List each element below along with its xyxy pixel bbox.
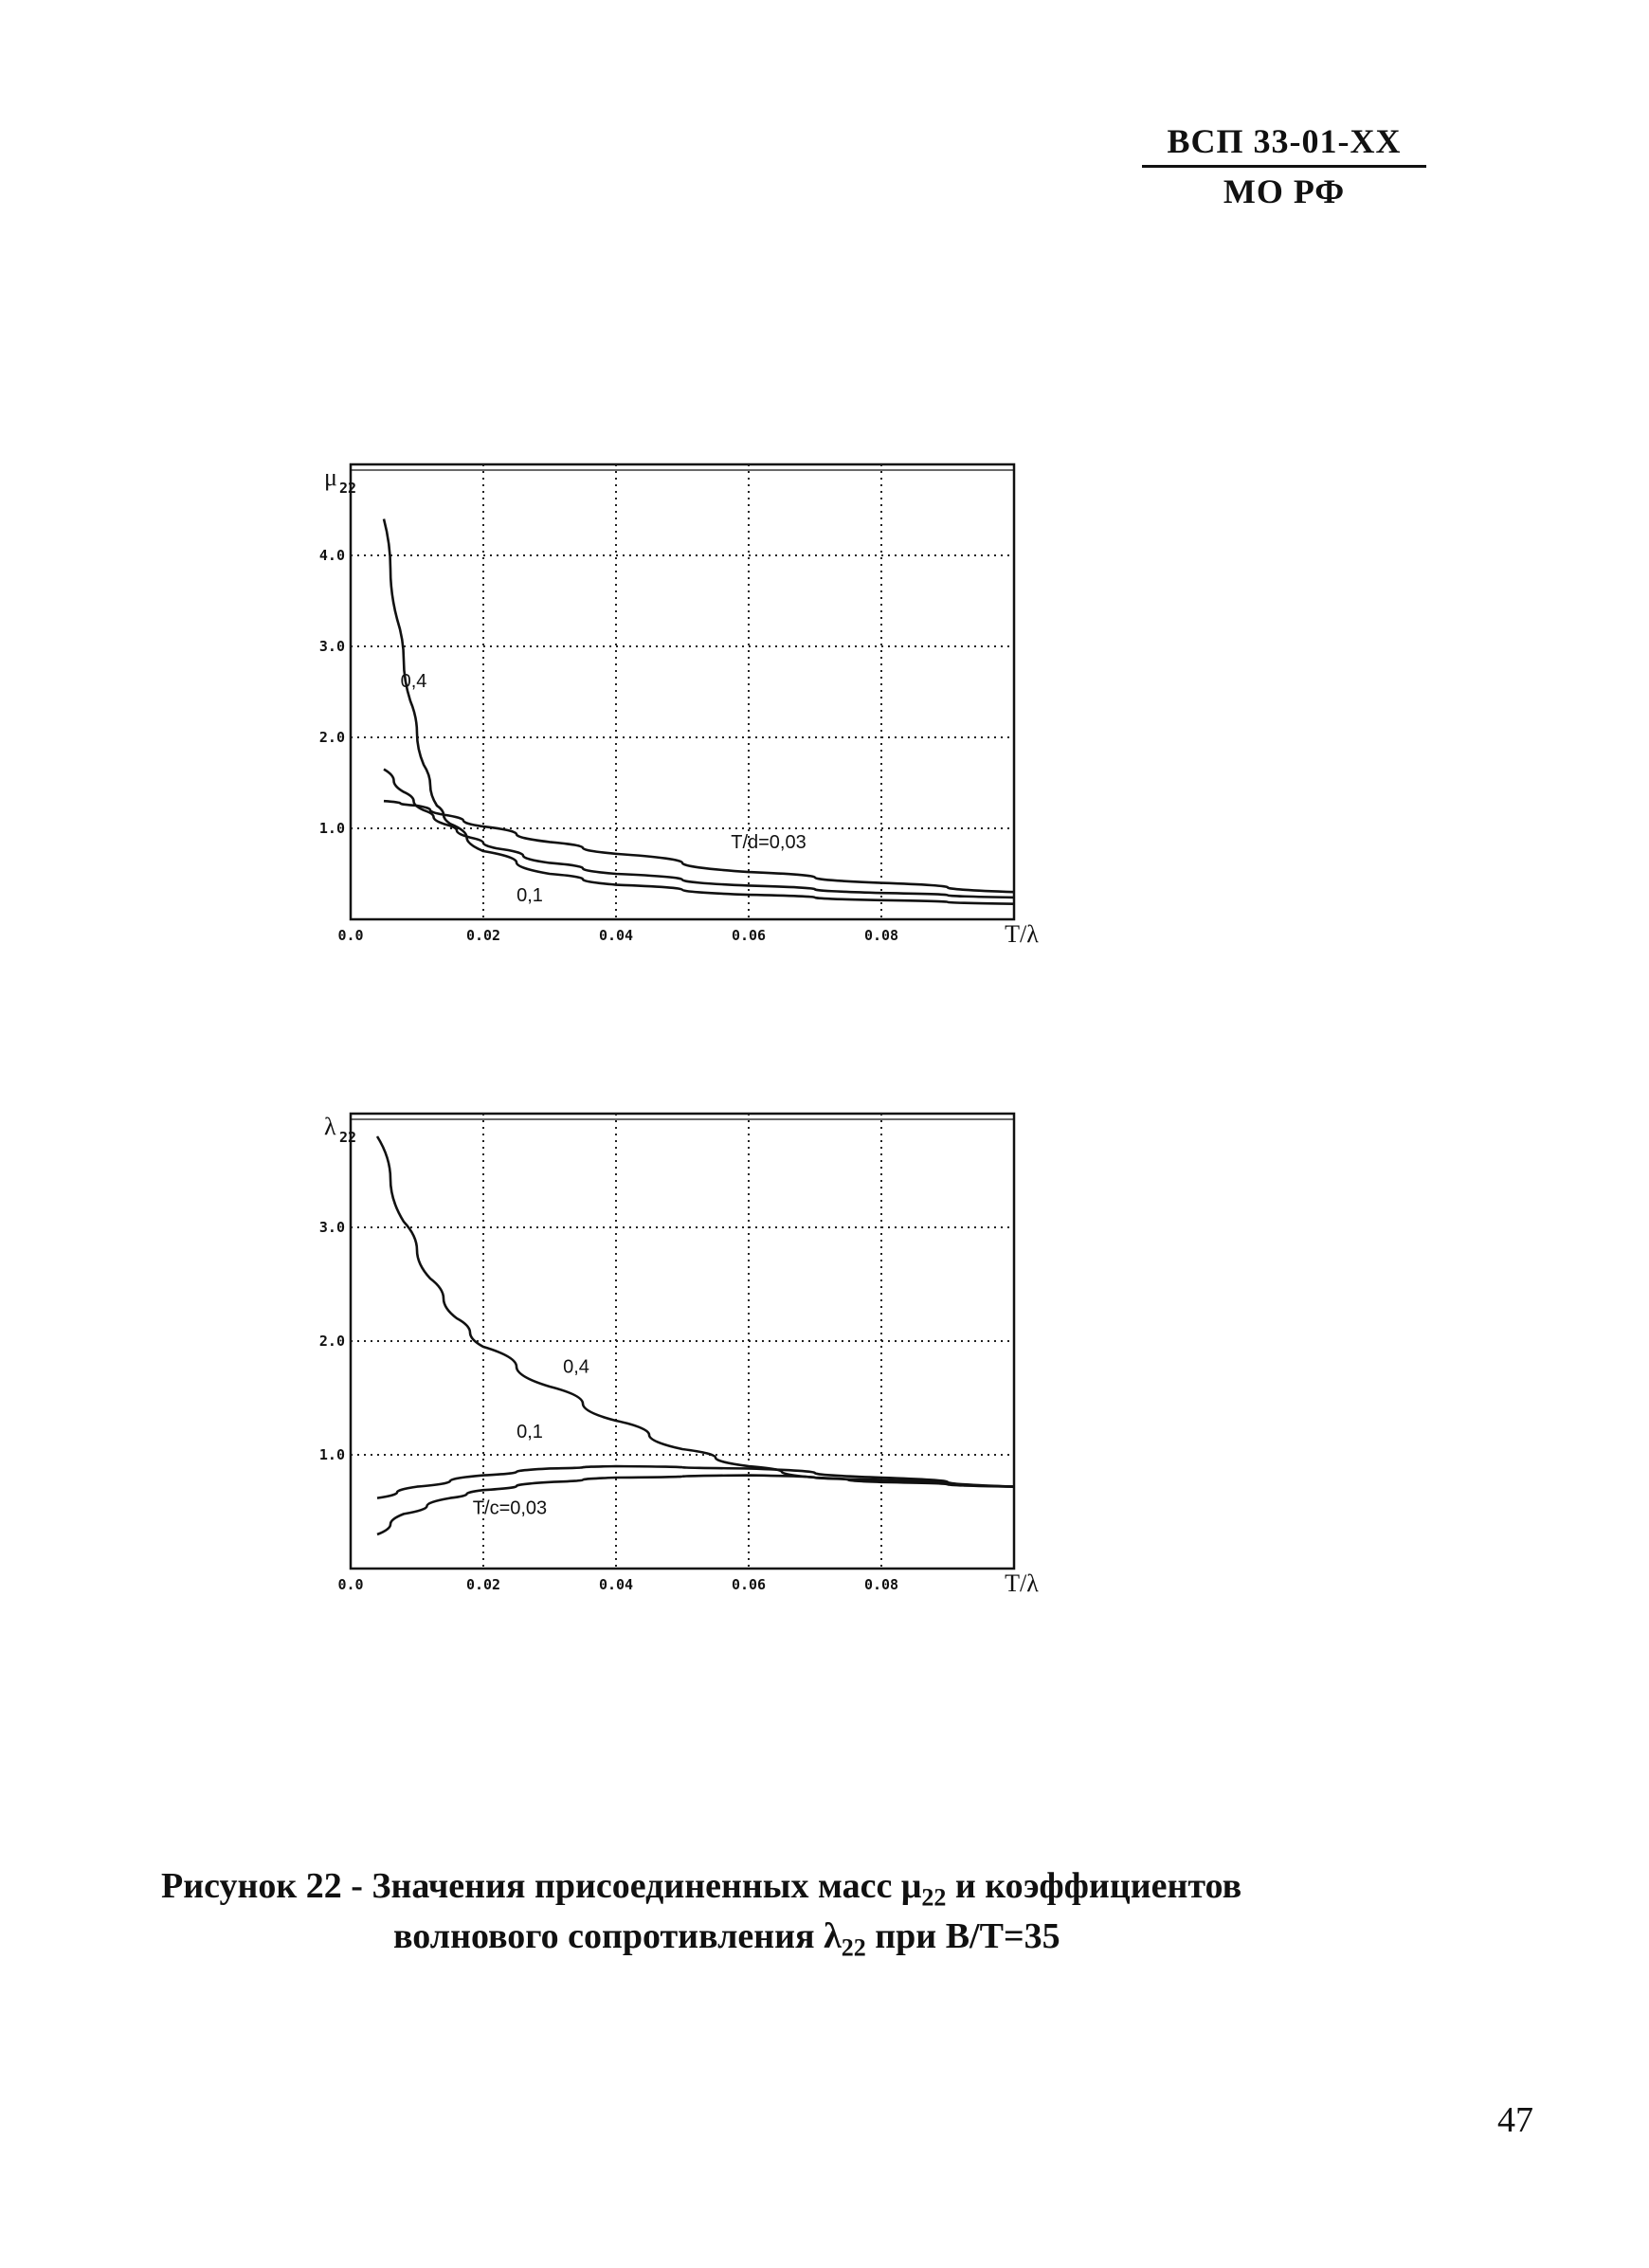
series-line-2: [383, 799, 1015, 894]
caption-sub-1: 22: [921, 1883, 947, 1912]
x-tick-label: 0.02: [466, 1576, 500, 1593]
x-tick-label: 0.0: [337, 1576, 363, 1593]
organization: МО РФ: [1223, 172, 1346, 210]
chart-added-mass-svg: 0.0 0.02 0.04 0.06 0.08 T/λ 1.0 2.0 3.0 4.0 μ 22 0,4…: [319, 463, 1039, 948]
y-tick-label: 1.0: [319, 1446, 345, 1463]
page-number: 47: [1497, 2100, 1533, 2140]
y-tick-label: 3.0: [319, 1219, 345, 1236]
caption-line2-post: при B/T=35: [865, 1915, 1060, 1956]
caption-mid: и коэффициентов: [946, 1866, 1242, 1906]
curve-label: 0,1: [516, 885, 543, 906]
document-code: ВСП 33-01-XX: [1142, 121, 1426, 168]
chart-wave-resistance-svg: 0.0 0.02 0.04 0.06 0.08 T/λ 1.0 2.0 3.0 λ 22 0,4 0,1…: [319, 1112, 1039, 1597]
plot-frame: [349, 463, 1016, 921]
x-tick-label: 0.04: [599, 927, 633, 944]
chart-added-mass: 0.0 0.02 0.04 0.06 0.08 T/λ 1.0 2.0 3.0 4.0 μ 22 0,4…: [313, 445, 1052, 976]
x-tick-label: 0.06: [732, 1576, 766, 1593]
y-tick-label: 2.0: [319, 1333, 345, 1350]
x-axis-label: T/λ: [1005, 1569, 1039, 1597]
caption-prefix: Рисунок 22 - Значения присоединенных мас…: [161, 1866, 922, 1906]
y-axis-label: μ: [324, 463, 337, 491]
x-axis-label: T/λ: [1005, 920, 1039, 948]
document-header: ВСП 33-01-XX МО РФ: [1142, 121, 1426, 211]
y-tick-label: 3.0: [319, 638, 345, 655]
curve-label: 0,4: [401, 671, 427, 692]
y-tick-label: 2.0: [319, 729, 345, 746]
caption-line2-pre: волнового сопротивления λ: [393, 1915, 842, 1956]
curve-label: 0,1: [516, 1422, 543, 1442]
x-tick-label: 0.02: [466, 927, 500, 944]
chart-wave-resistance: 0.0 0.02 0.04 0.06 0.08 T/λ 1.0 2.0 3.0 λ 22 0,4 0,1…: [313, 1095, 1052, 1625]
series-line-2: [376, 1474, 1015, 1536]
curve-label: T/d=0,03: [731, 832, 806, 853]
y-axis-label-sub: 22: [339, 1129, 356, 1146]
y-axis-label-sub: 22: [339, 480, 356, 497]
x-tick-label: 0.04: [599, 1576, 633, 1593]
caption-line-2: волнового сопротивления λ22 при B/T=35: [161, 1917, 1412, 1968]
figure-caption: Рисунок 22 - Значения присоединенных мас…: [161, 1867, 1412, 1967]
series-line-0: [375, 1135, 1015, 1488]
curve-label: 0,4: [563, 1357, 589, 1378]
y-tick-label: 1.0: [319, 820, 345, 837]
x-tick-label: 0.0: [337, 927, 363, 944]
curve-label: T/c=0,03: [473, 1497, 547, 1518]
x-tick-label: 0.06: [732, 927, 766, 944]
y-tick-label: 4.0: [319, 547, 345, 564]
series-line-1: [383, 768, 1015, 899]
series-line-0: [382, 518, 1015, 905]
x-tick-label: 0.08: [864, 1576, 898, 1593]
x-tick-label: 0.08: [864, 927, 898, 944]
caption-line-1: Рисунок 22 - Значения присоединенных мас…: [161, 1867, 1412, 1917]
y-axis-label: λ: [324, 1113, 336, 1140]
caption-sub-2: 22: [841, 1933, 866, 1962]
series-line-1: [376, 1464, 1015, 1499]
